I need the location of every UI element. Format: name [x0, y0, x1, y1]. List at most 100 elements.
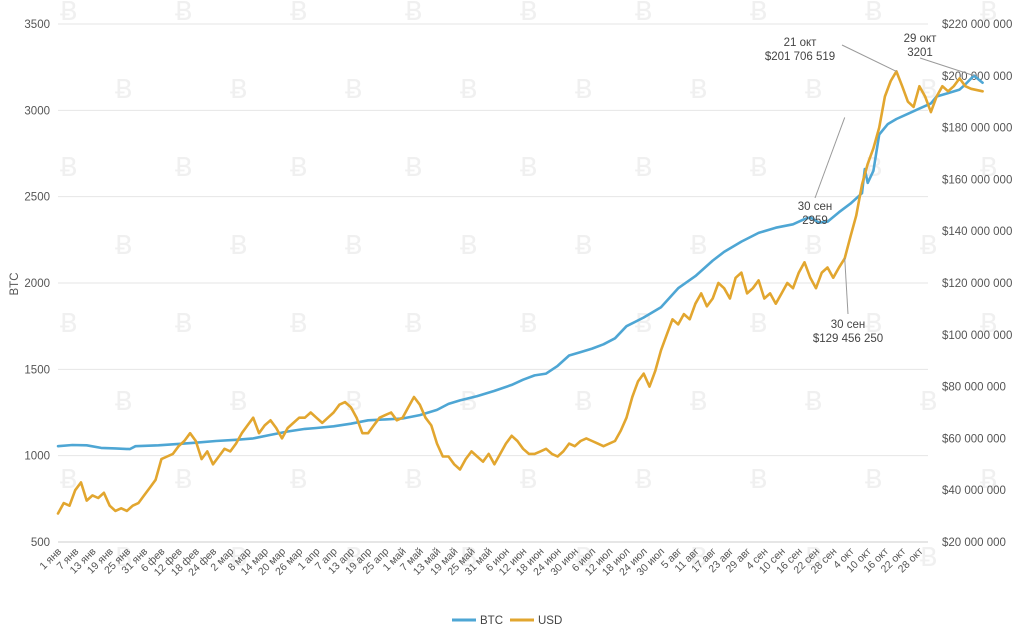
watermark-layer: Ƀ Ƀ Ƀ Ƀ Ƀ Ƀ Ƀ Ƀ Ƀ Ƀ Ƀ Ƀ Ƀ Ƀ Ƀ Ƀ Ƀ Ƀ Ƀ Ƀ Ƀ Ƀ Ƀ Ƀ Ƀ Ƀ Ƀ Ƀ Ƀ Ƀ Ƀ Ƀ Ƀ Ƀ Ƀ Ƀ Ƀ Ƀ Ƀ Ƀ… [60, 0, 998, 573]
bitcoin-logo-watermark: Ƀ [290, 465, 308, 495]
y2-tick-label: $40 000 000 [942, 485, 1006, 497]
annotation-label: $201 706 519 [765, 51, 835, 63]
annotation-label: 3201 [907, 47, 933, 59]
y2-tick-label: $80 000 000 [942, 382, 1006, 394]
y2-tick-label: $220 000 000 [942, 19, 1012, 31]
y-tick-label: 1000 [24, 451, 50, 463]
y2-tick-label: $180 000 000 [942, 123, 1012, 135]
bitcoin-logo-watermark: Ƀ [635, 153, 653, 183]
legend-label: USD [538, 615, 562, 627]
bitcoin-logo-watermark: Ƀ [230, 75, 248, 105]
bitcoin-logo-watermark: Ƀ [635, 465, 653, 495]
annotation-label: 2959 [802, 215, 828, 227]
bitcoin-logo-watermark: Ƀ [750, 153, 768, 183]
bitcoin-logo-watermark: Ƀ [520, 0, 538, 27]
bitcoin-logo-watermark: Ƀ [865, 0, 883, 27]
y-tick-label: 2000 [24, 278, 50, 290]
bitcoin-logo-watermark: Ƀ [690, 75, 708, 105]
annotation-label: 30 сен [798, 201, 832, 213]
bitcoin-logo-watermark: Ƀ [805, 387, 823, 417]
bitcoin-logo-watermark: Ƀ [345, 387, 363, 417]
y-axis-right: $20 000 000 $40 000 000 $60 000 000 $80 000… [942, 19, 1012, 549]
y-tick-label: 3500 [24, 19, 50, 31]
bitcoin-logo-watermark: Ƀ [805, 75, 823, 105]
y-tick-label: 3000 [24, 105, 50, 117]
bitcoin-logo-watermark: Ƀ [575, 387, 593, 417]
bitcoin-logo-watermark: Ƀ [635, 309, 653, 339]
annotation-label: 30 сен [831, 319, 865, 331]
legend-label: BTC [480, 615, 503, 627]
legend[interactable]: BTC USD [452, 615, 562, 627]
bitcoin-logo-watermark: Ƀ [750, 309, 768, 339]
bitcoin-logo-watermark: Ƀ [980, 0, 998, 27]
bitcoin-logo-watermark: Ƀ [920, 231, 938, 261]
y2-tick-label: $20 000 000 [942, 537, 1006, 549]
bitcoin-logo-watermark: Ƀ [520, 465, 538, 495]
annotation-label: 21 окт [784, 37, 818, 49]
bitcoin-logo-watermark: Ƀ [115, 75, 133, 105]
bitcoin-logo-watermark: Ƀ [290, 153, 308, 183]
bitcoin-logo-watermark: Ƀ [865, 465, 883, 495]
bitcoin-logo-watermark: Ƀ [345, 543, 363, 573]
annotation-leader-line [919, 57, 975, 77]
series-line-usd [56, 70, 984, 515]
series-line-btc [56, 74, 984, 451]
bitcoin-logo-watermark: Ƀ [920, 387, 938, 417]
bitcoin-logo-watermark: Ƀ [865, 309, 883, 339]
annotation-label: 29 окт [904, 33, 938, 45]
bitcoin-logo-watermark: Ƀ [520, 309, 538, 339]
annotations: 21 окт $201 706 519 29 окт 3201 30 сен 2959 30… [765, 33, 975, 345]
y2-tick-label: $160 000 000 [942, 174, 1012, 186]
bitcoin-logo-watermark: Ƀ [750, 465, 768, 495]
bitcoin-logo-watermark: Ƀ [405, 465, 423, 495]
bitcoin-logo-watermark: Ƀ [60, 309, 78, 339]
y-axis-left: 500 1000 1500 2000 2500 3000 3500 [24, 19, 50, 549]
annotation-leader-line [814, 117, 846, 199]
bitcoin-logo-watermark: Ƀ [520, 153, 538, 183]
bitcoin-logo-watermark: Ƀ [175, 0, 193, 27]
bitcoin-logo-watermark: Ƀ [575, 543, 593, 573]
y-axis-title: BTC [9, 273, 21, 296]
bitcoin-logo-watermark: Ƀ [405, 309, 423, 339]
bitcoin-logo-watermark: Ƀ [60, 153, 78, 183]
bitcoin-logo-watermark: Ƀ [805, 231, 823, 261]
bitcoin-logo-watermark: Ƀ [230, 231, 248, 261]
bitcoin-logo-watermark: Ƀ [805, 543, 823, 573]
bitcoin-logo-watermark: Ƀ [290, 309, 308, 339]
bitcoin-logo-watermark: Ƀ [345, 75, 363, 105]
bitcoin-logo-watermark: Ƀ [230, 543, 248, 573]
y2-tick-label: $120 000 000 [942, 278, 1012, 290]
bitcoin-logo-watermark: Ƀ [690, 543, 708, 573]
bitcoin-logo-watermark: Ƀ [60, 0, 78, 27]
annotation-label: $129 456 250 [813, 333, 883, 345]
bitcoin-logo-watermark: Ƀ [230, 387, 248, 417]
bitcoin-logo-watermark: Ƀ [980, 465, 998, 495]
annotation-leader-line [841, 44, 897, 72]
bitcoin-logo-watermark: Ƀ [690, 231, 708, 261]
annotation-leader-line [844, 258, 849, 315]
legend-item-usd[interactable]: USD [510, 615, 562, 627]
series-layer [56, 70, 984, 515]
y-tick-label: 500 [31, 537, 50, 549]
bitcoin-logo-watermark: Ƀ [115, 387, 133, 417]
y2-tick-label: $140 000 000 [942, 226, 1012, 238]
bitcoin-logo-watermark: Ƀ [345, 231, 363, 261]
bitcoin-logo-watermark: Ƀ [980, 153, 998, 183]
bitcoin-logo-watermark: Ƀ [175, 309, 193, 339]
bitcoin-logo-watermark: Ƀ [115, 543, 133, 573]
y-tick-label: 2500 [24, 192, 50, 204]
bitcoin-logo-watermark: Ƀ [175, 465, 193, 495]
legend-item-btc[interactable]: BTC [452, 615, 503, 627]
bitcoin-logo-watermark: Ƀ [460, 543, 478, 573]
bitcoin-logo-watermark: Ƀ [290, 0, 308, 27]
bitcoin-logo-watermark: Ƀ [60, 465, 78, 495]
bitcoin-logo-watermark: Ƀ [405, 0, 423, 27]
bitcoin-logo-watermark: Ƀ [635, 0, 653, 27]
bitcoin-logo-watermark: Ƀ [980, 309, 998, 339]
bitcoin-logo-watermark: Ƀ [575, 75, 593, 105]
bitcoin-logo-watermark: Ƀ [115, 231, 133, 261]
y2-tick-label: $100 000 000 [942, 330, 1012, 342]
bitcoin-logo-watermark: Ƀ [405, 153, 423, 183]
